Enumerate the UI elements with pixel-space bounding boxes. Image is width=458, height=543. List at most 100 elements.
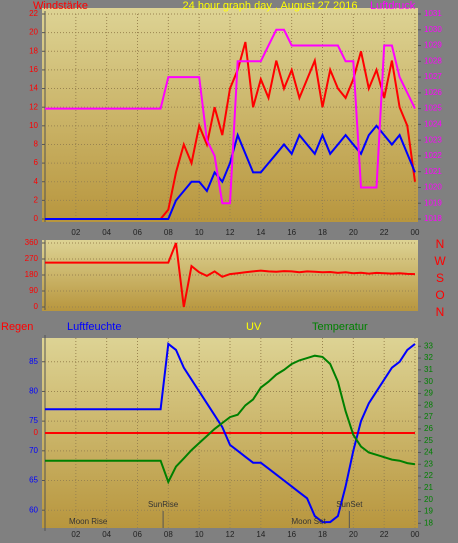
x-tick-label: 10 bbox=[195, 530, 204, 539]
y2-tick-label: 26 bbox=[424, 424, 433, 433]
y2-tick-label: 18 bbox=[424, 518, 433, 527]
x-tick-label: 18 bbox=[318, 228, 327, 237]
y2-tick-label: N bbox=[436, 305, 445, 319]
legend-uv: UV bbox=[246, 321, 262, 333]
x-tick-label: 08 bbox=[164, 530, 173, 539]
x-tick-label: 14 bbox=[256, 530, 265, 539]
y-tick-label: 70 bbox=[29, 446, 38, 455]
y2-tick-label: N bbox=[436, 237, 445, 251]
y2-tick-label: S bbox=[436, 271, 444, 285]
x-tick-label: 08 bbox=[164, 228, 173, 237]
legend-temperature: Temperatur bbox=[312, 321, 368, 333]
y-tick-label: 22 bbox=[29, 9, 38, 18]
y-tick-label: 16 bbox=[29, 65, 38, 74]
y2-tick-label: 1026 bbox=[424, 88, 442, 97]
series-line bbox=[45, 354, 416, 485]
y-tick-label: 14 bbox=[29, 84, 38, 93]
y2-tick-label: 1027 bbox=[424, 72, 442, 81]
y2-tick-label: 21 bbox=[424, 483, 433, 492]
series-line bbox=[45, 124, 416, 220]
y2-tick-label: 29 bbox=[424, 389, 433, 398]
y-tick-label: 0 bbox=[34, 302, 39, 311]
x-tick-label: 04 bbox=[102, 530, 111, 539]
y-tick-label: 18 bbox=[29, 46, 38, 55]
y2-tick-label: 25 bbox=[424, 436, 433, 445]
y2-tick-label: 1031 bbox=[424, 9, 442, 18]
series-line bbox=[45, 342, 416, 524]
x-tick-label: 16 bbox=[287, 530, 296, 539]
x-tick-label: 16 bbox=[287, 228, 296, 237]
series-line bbox=[45, 242, 416, 308]
y2-tick-label: 1021 bbox=[424, 167, 442, 176]
y2-tick-label: 1025 bbox=[424, 104, 442, 113]
annotation: Moon Rise bbox=[69, 517, 108, 526]
y-tick-label: 12 bbox=[29, 102, 38, 111]
y2-tick-label: 1019 bbox=[424, 198, 442, 207]
y2-tick-label: 1030 bbox=[424, 25, 442, 34]
y-tick-label: 75 bbox=[29, 416, 38, 425]
y3-tick-label: 0 bbox=[34, 428, 39, 437]
y2-tick-label: 22 bbox=[424, 471, 433, 480]
y2-tick-label: 31 bbox=[424, 365, 433, 374]
y2-tick-label: 1029 bbox=[424, 41, 442, 50]
y-tick-label: 10 bbox=[29, 121, 38, 130]
y-tick-label: 0 bbox=[34, 214, 39, 223]
y2-tick-label: 32 bbox=[424, 353, 433, 362]
x-tick-label: 18 bbox=[318, 530, 327, 539]
y2-tick-label: 24 bbox=[424, 448, 433, 457]
x-tick-label: 00 bbox=[411, 530, 420, 539]
y-tick-label: 4 bbox=[34, 177, 39, 186]
y-tick-label: 85 bbox=[29, 357, 38, 366]
x-tick-label: 06 bbox=[133, 228, 142, 237]
y2-tick-label: 33 bbox=[424, 341, 433, 350]
y-tick-label: 6 bbox=[34, 158, 39, 167]
y-tick-label: 360 bbox=[25, 238, 39, 247]
y2-tick-label: 23 bbox=[424, 459, 433, 468]
y-label: Windstärke bbox=[33, 0, 88, 12]
y2-tick-label: 1022 bbox=[424, 151, 442, 160]
panel-direction bbox=[42, 240, 418, 311]
x-tick-label: 00 bbox=[411, 228, 420, 237]
y2-tick-label: O bbox=[435, 288, 444, 302]
x-tick-label: 04 bbox=[102, 228, 111, 237]
annotation: Moon Set bbox=[292, 517, 327, 526]
annotation: SunRise bbox=[148, 500, 179, 509]
y2-tick-label: 1018 bbox=[424, 214, 442, 223]
legend-humidity: Luftfeuchte bbox=[67, 321, 121, 333]
y2-tick-label: 1020 bbox=[424, 183, 442, 192]
y2-tick-label: 28 bbox=[424, 400, 433, 409]
y2-tick-label: 1023 bbox=[424, 135, 442, 144]
x-tick-label: 22 bbox=[380, 530, 389, 539]
y2-tick-label: 20 bbox=[424, 495, 433, 504]
x-tick-label: 06 bbox=[133, 530, 142, 539]
x-tick-label: 10 bbox=[195, 228, 204, 237]
x-tick-label: 12 bbox=[226, 530, 235, 539]
x-tick-label: 20 bbox=[349, 530, 358, 539]
x-tick-label: 02 bbox=[71, 228, 80, 237]
y2-tick-label: 27 bbox=[424, 412, 433, 421]
y2-tick-label: 19 bbox=[424, 507, 433, 516]
y-tick-label: 60 bbox=[29, 505, 38, 514]
y-tick-label: 90 bbox=[29, 286, 38, 295]
y-tick-label: 270 bbox=[25, 254, 39, 263]
y-tick-label: 20 bbox=[29, 28, 38, 37]
y2-tick-label: 1028 bbox=[424, 56, 442, 65]
annotation: SunSet bbox=[336, 500, 363, 509]
y2-label: Luftdruck bbox=[370, 0, 416, 12]
series-line bbox=[45, 28, 416, 205]
x-tick-label: 02 bbox=[71, 530, 80, 539]
x-tick-label: 22 bbox=[380, 228, 389, 237]
legend-rain: Regen bbox=[1, 321, 33, 333]
y2-tick-label: 1024 bbox=[424, 119, 442, 128]
y-tick-label: 180 bbox=[25, 270, 39, 279]
y2-tick-label: 30 bbox=[424, 377, 433, 386]
x-tick-label: 20 bbox=[349, 228, 358, 237]
chart-title: 24 hour graph day , August 27 2016 bbox=[183, 0, 358, 12]
x-tick-label: 14 bbox=[256, 228, 265, 237]
y2-tick-label: W bbox=[434, 254, 446, 268]
y-tick-label: 80 bbox=[29, 387, 38, 396]
y-tick-label: 8 bbox=[34, 140, 39, 149]
y-tick-label: 65 bbox=[29, 476, 38, 485]
x-tick-label: 12 bbox=[226, 228, 235, 237]
